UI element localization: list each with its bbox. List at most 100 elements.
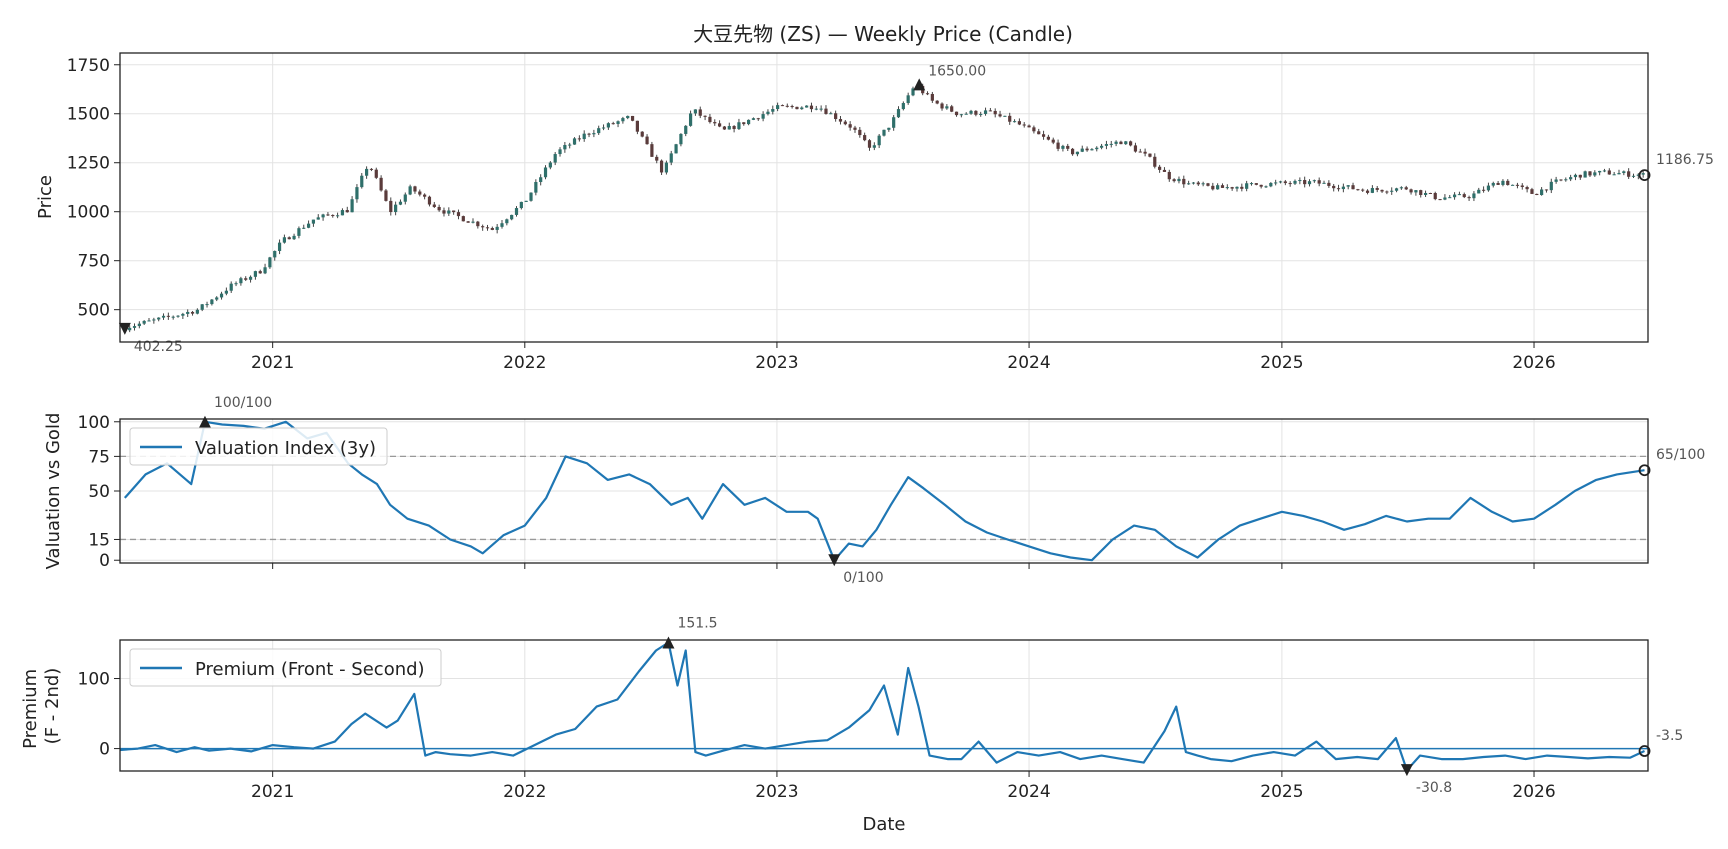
- candle-body: [1196, 182, 1200, 185]
- x-tick-label: 2023: [755, 353, 798, 373]
- candle-body: [935, 100, 939, 104]
- candle-body: [1515, 184, 1520, 186]
- candle-body: [1540, 189, 1544, 196]
- candle-body: [142, 320, 146, 324]
- candle-body: [1602, 170, 1607, 172]
- candle-body: [1535, 193, 1539, 196]
- candle-body: [1274, 182, 1278, 184]
- candle-body: [190, 311, 195, 314]
- candle-body: [853, 127, 857, 130]
- min-label: 402.25: [134, 339, 183, 355]
- candle-body: [481, 226, 485, 228]
- candle-body: [1409, 189, 1413, 193]
- candle-body: [790, 106, 794, 108]
- candle-body: [1235, 186, 1239, 189]
- candle-body: [1249, 183, 1254, 185]
- candle-body: [423, 194, 427, 197]
- candle-body: [1356, 189, 1360, 191]
- candle-body: [239, 278, 243, 284]
- candle-body: [137, 323, 141, 327]
- candle-body: [1109, 143, 1113, 145]
- candle-body: [1090, 149, 1094, 151]
- candle-body: [505, 219, 509, 224]
- valuation-legend: Valuation Index (3y): [129, 427, 388, 466]
- candle-body: [1008, 115, 1012, 122]
- candle-body: [1003, 115, 1007, 117]
- candle-body: [1544, 189, 1549, 191]
- y-tick-label: 100: [78, 670, 110, 690]
- candle-body: [224, 290, 228, 294]
- candle-body: [355, 187, 359, 200]
- candle-body: [1375, 188, 1379, 190]
- candle-body: [1245, 183, 1249, 189]
- candle-body: [993, 110, 997, 115]
- candle-body: [1240, 186, 1244, 189]
- candle-body: [476, 221, 480, 227]
- last-marker: [1638, 745, 1651, 757]
- y-tick-label: 750: [78, 252, 110, 272]
- candle-body: [959, 114, 963, 116]
- candle-body: [1254, 183, 1258, 185]
- y-tick-label: 1250: [67, 154, 110, 174]
- x-tick-label: 2021: [251, 353, 294, 373]
- candle-body: [601, 127, 606, 129]
- candle-body: [539, 177, 543, 182]
- candle-body: [809, 105, 814, 110]
- candle-body: [432, 204, 436, 207]
- min-marker: [1400, 764, 1413, 777]
- candle-body: [1496, 182, 1500, 185]
- candle-body: [1336, 188, 1341, 190]
- candle-body: [630, 115, 635, 121]
- candle-body: [834, 113, 838, 120]
- candle-body: [1085, 148, 1089, 151]
- candle-body: [1569, 177, 1573, 180]
- candle-body: [1288, 183, 1292, 185]
- candle-body: [669, 153, 673, 163]
- last-marker: [1638, 169, 1651, 182]
- min-label: -30.8: [1416, 780, 1452, 796]
- candle-body: [737, 122, 741, 130]
- candle-body: [268, 257, 272, 268]
- candle-body: [1220, 185, 1225, 188]
- candle-body: [471, 221, 475, 223]
- candle-body: [568, 144, 572, 146]
- candle-body: [732, 126, 736, 130]
- price-grid: [120, 53, 1648, 342]
- candle-body: [1066, 145, 1070, 149]
- candle-body: [1230, 187, 1234, 189]
- candle-body: [374, 169, 378, 178]
- candle-body: [1264, 186, 1268, 188]
- candle-body: [785, 105, 789, 107]
- candle-body: [1578, 174, 1582, 178]
- candle-body: [553, 154, 557, 163]
- price-axes-frame: [119, 52, 1649, 343]
- valuation-grid: [120, 419, 1648, 563]
- x-tick-label: 2025: [1260, 782, 1303, 802]
- candle-body: [132, 326, 137, 328]
- candle-body: [1167, 171, 1171, 180]
- candle-body: [1549, 181, 1553, 191]
- candle-body: [1414, 190, 1418, 193]
- series-line: [119, 641, 1645, 772]
- candle-body: [1095, 147, 1099, 150]
- candle-body: [147, 320, 151, 322]
- candle-body: [1457, 194, 1462, 196]
- candle-body: [495, 226, 499, 230]
- candle-body: [1322, 182, 1326, 184]
- candle-body: [863, 135, 867, 141]
- candle-body: [780, 105, 785, 107]
- candle-body: [925, 93, 930, 95]
- valuation-legend-label: Valuation Index (3y): [195, 438, 376, 459]
- candle-body: [171, 316, 175, 318]
- candle-body: [1259, 184, 1263, 187]
- y-tick-label: 1750: [67, 56, 110, 76]
- candle-body: [964, 113, 968, 115]
- candle-body: [1075, 151, 1080, 155]
- candle-body: [645, 136, 649, 145]
- candle-body: [698, 109, 702, 116]
- min-label: 0/100: [843, 570, 883, 586]
- candle-body: [882, 129, 886, 136]
- candle-body: [1472, 193, 1476, 199]
- candle-body: [437, 206, 441, 211]
